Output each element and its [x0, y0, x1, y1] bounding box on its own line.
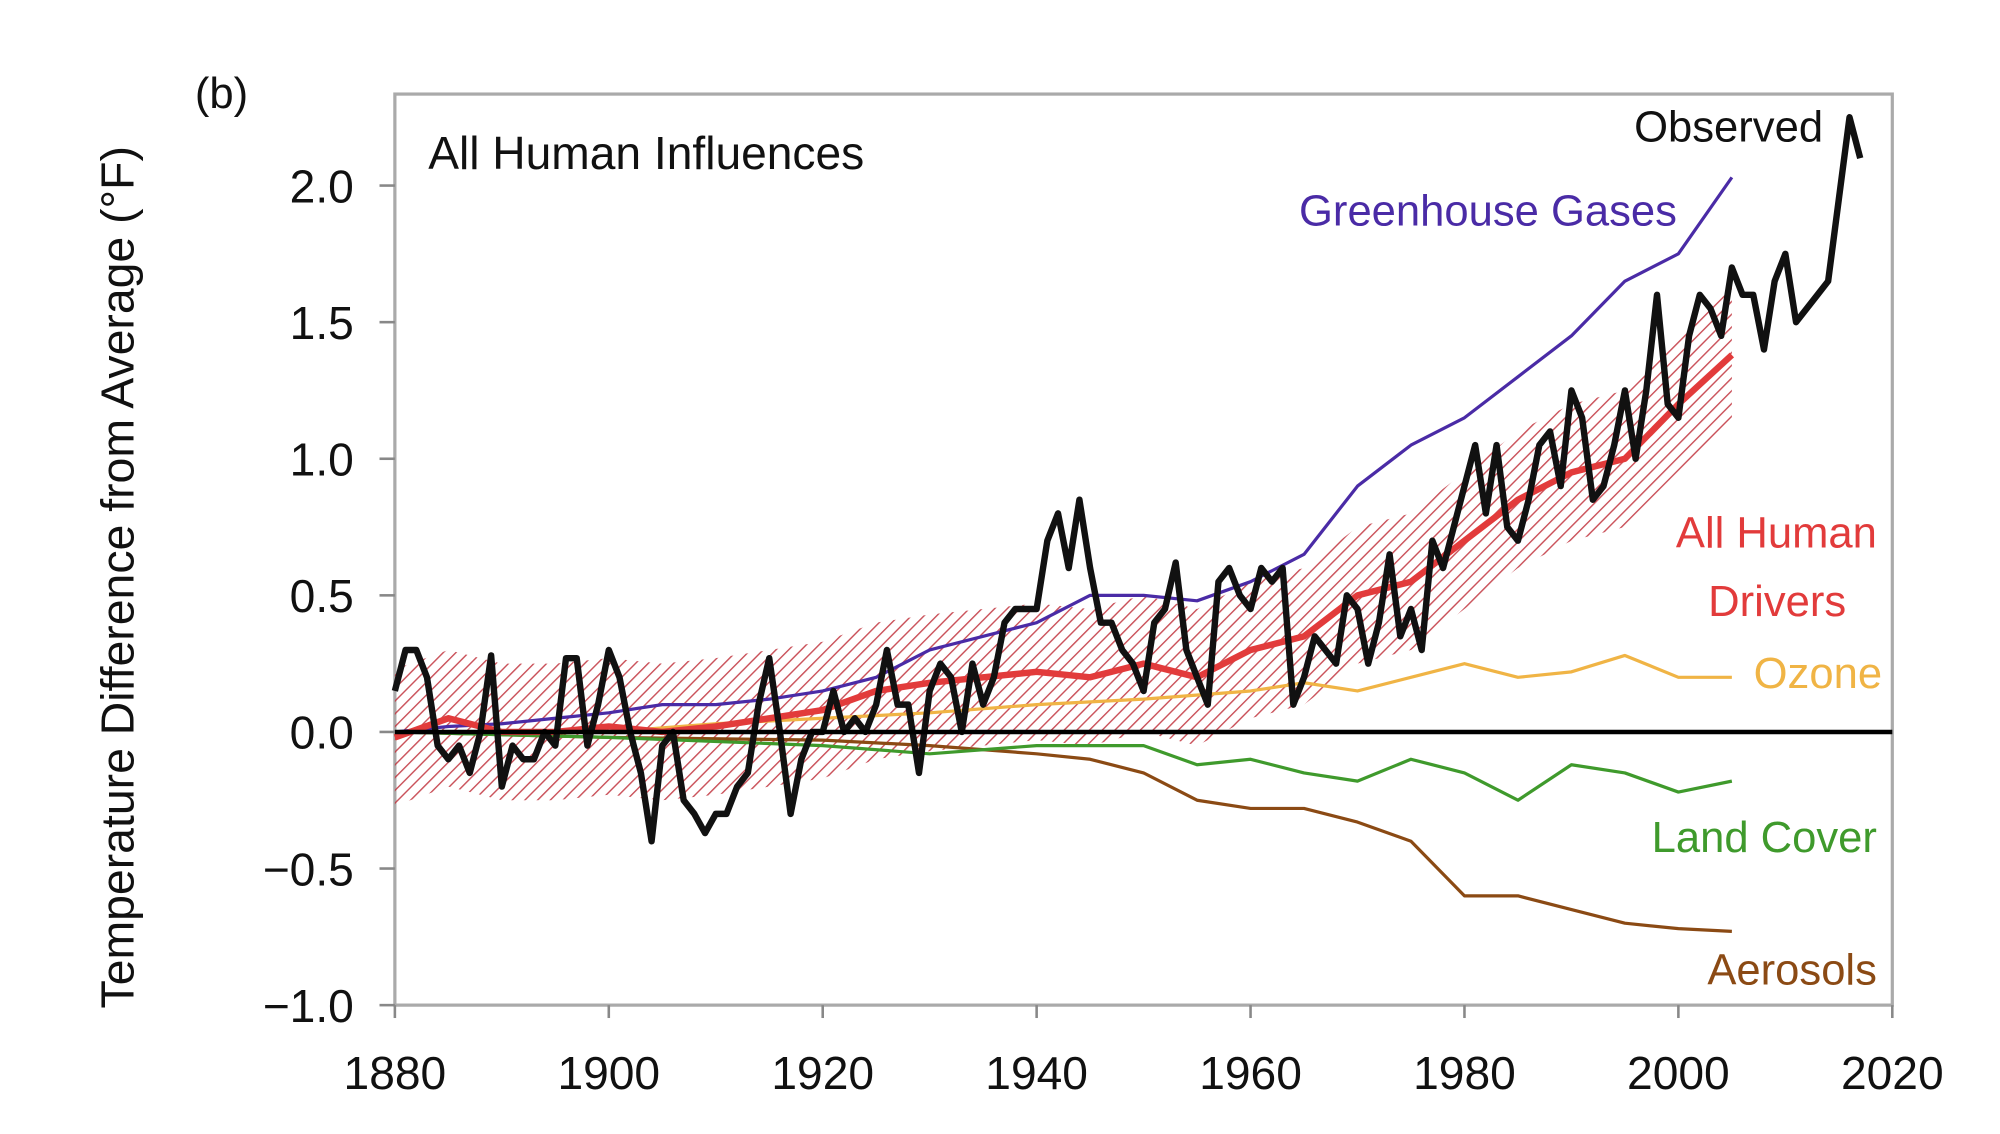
- panel-label: (b): [195, 69, 248, 118]
- annotation-drivers: Drivers: [1708, 577, 1846, 626]
- y-tick-label: 1.0: [290, 433, 354, 485]
- y-tick-label: 0.0: [290, 707, 354, 759]
- y-tick-label: 1.5: [290, 297, 354, 349]
- plot-frame: [393, 92, 1894, 1007]
- annotation-ozone: Ozone: [1754, 649, 1882, 698]
- y-tick-label: 0.5: [290, 570, 354, 622]
- annotation-aerosols: Aerosols: [1707, 945, 1877, 994]
- land-cover-line: [394, 730, 1733, 802]
- y-tick-label: 2.0: [290, 160, 354, 212]
- x-tick-label: 1900: [557, 1047, 660, 1099]
- x-tick-label: 1940: [985, 1047, 1088, 1099]
- annotation-all-human: All Human: [1676, 509, 1877, 558]
- observed-line: [391, 114, 1864, 845]
- annotation-observed: Observed: [1634, 103, 1823, 152]
- y-axis-label: Temperature Difference from Average (°F): [91, 146, 143, 1008]
- x-tick-label: 1980: [1413, 1047, 1516, 1099]
- x-tick-label: 2020: [1841, 1047, 1944, 1099]
- annotation-greenhouse-gases: Greenhouse Gases: [1299, 186, 1677, 235]
- x-tick-label: 1880: [344, 1047, 447, 1099]
- all-human-drivers-uncertainty-band: [394, 286, 1732, 806]
- greenhouse-gases-line: [394, 176, 1734, 734]
- x-tick-label: 1960: [1199, 1047, 1302, 1099]
- y-tick-label: −0.5: [263, 843, 354, 895]
- chart-title: All Human Influences: [428, 127, 864, 179]
- annotation-land-cover: Land Cover: [1652, 813, 1877, 862]
- x-tick-label: 2000: [1627, 1047, 1730, 1099]
- all-human-drivers-line: [393, 352, 1735, 741]
- x-tick-label: 1920: [771, 1047, 874, 1099]
- y-tick-label: −1.0: [263, 980, 354, 1032]
